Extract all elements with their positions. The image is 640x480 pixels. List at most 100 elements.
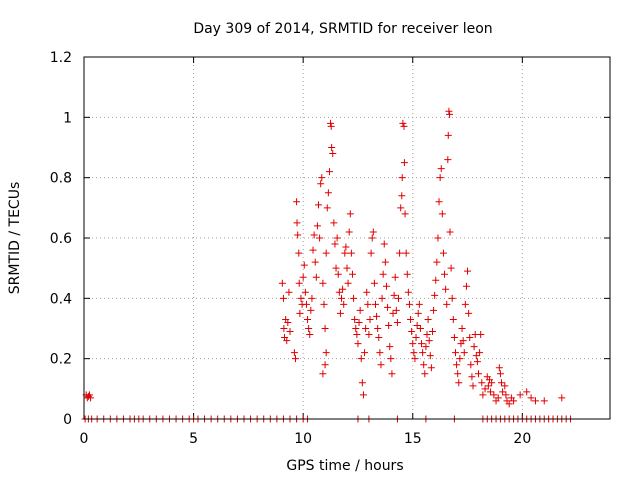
data-point [336,309,344,317]
data-point [340,300,348,308]
data-point [426,352,434,360]
data-point [85,391,93,399]
data-point [378,294,386,302]
data-point [304,315,312,323]
data-point [476,349,484,357]
data-point [437,165,445,173]
data-point [382,282,390,290]
data-point [347,249,355,257]
data-point [399,119,407,127]
data-point [308,294,316,302]
data-point [397,204,405,212]
data-point [384,303,392,311]
data-point [371,300,379,308]
data-point [297,294,305,302]
data-point [368,234,376,242]
data-point [309,246,317,254]
data-point [495,364,503,372]
data-point [451,349,459,357]
data-point [350,294,358,302]
data-point [87,394,95,402]
data-point [380,240,388,248]
data-point [338,294,346,302]
data-point [398,192,406,200]
data-point [444,156,452,164]
data-point [387,355,395,363]
data-point [527,394,535,402]
data-point [446,110,454,118]
data-point [421,370,429,378]
data-point [393,318,401,326]
data-point [479,391,487,399]
data-point [332,264,340,272]
data-point [319,279,327,287]
data-point [413,321,421,329]
data-points [81,107,575,423]
data-point [345,228,353,236]
data-point [510,397,518,405]
data-point [434,234,442,242]
data-point [341,249,349,257]
data-point [496,370,504,378]
data-point [498,379,506,387]
data-point [317,180,325,188]
data-point [312,273,320,281]
data-point [374,325,382,332]
data-point [381,258,389,266]
data-point [364,300,372,308]
data-point [376,349,384,357]
data-point [373,312,381,320]
y-axis-label: SRMTID / TECUs [7,182,23,295]
data-point [499,388,507,396]
data-point [446,228,454,236]
data-point [412,334,420,342]
data-point [339,285,347,293]
data-point [470,343,478,351]
y-tick-label: 1 [63,110,72,126]
data-point [370,279,378,287]
data-point [392,306,400,314]
data-point [295,279,303,287]
data-point [333,234,341,242]
data-point [468,373,476,381]
data-point [425,337,433,345]
data-point [311,258,319,266]
data-point [293,198,301,206]
data-point [366,315,374,323]
data-point [385,321,393,329]
data-point [296,309,304,317]
x-tick-label: 0 [80,431,89,447]
data-point [322,349,330,357]
x-tick-label: 15 [404,431,422,447]
data-point [477,331,485,339]
chart-title: Day 309 of 2014, SRMTID for receiver leo… [193,21,492,37]
data-point [488,379,496,387]
data-point [430,306,438,314]
data-point [422,343,430,351]
data-point [459,337,467,345]
data-point [302,300,310,308]
data-point [502,391,510,399]
data-point [462,282,470,290]
data-point [423,331,431,339]
data-point [321,361,329,369]
y-tick-label: 0.2 [50,352,72,368]
data-point [445,107,453,115]
data-point [285,288,293,296]
data-point [355,318,363,326]
data-point [375,334,383,342]
data-point [323,204,331,212]
data-point [436,174,444,182]
data-point [558,394,566,402]
data-point [301,288,309,296]
data-point [294,231,302,239]
data-point [414,309,422,317]
data-point [439,249,447,257]
grid [84,57,610,419]
data-point [315,201,323,209]
data-point [448,294,456,302]
axis-ticks: 0 0.2 0.4 0.6 0.8 1 1.2 0 5 10 15 20 [50,50,610,447]
data-point [353,331,361,339]
data-point [458,325,466,332]
